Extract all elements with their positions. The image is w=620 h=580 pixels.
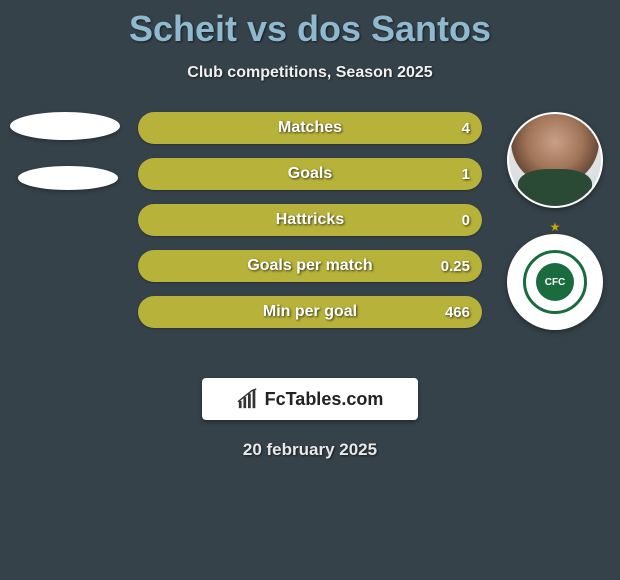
page-title: Scheit vs dos Santos [0, 0, 620, 50]
stat-bar-label: Goals [138, 158, 482, 190]
left-club-placeholder [18, 166, 118, 190]
logo-text: FcTables.com [265, 389, 384, 410]
left-player-placeholder [10, 112, 120, 140]
stat-bar-label: Hattricks [138, 204, 482, 236]
stat-bar-row: Matches4 [138, 112, 482, 144]
club-initials: CFC [536, 263, 574, 301]
bar-chart-icon [237, 388, 259, 410]
right-player-column: ★ CFC [490, 112, 620, 330]
stat-bar-label: Matches [138, 112, 482, 144]
stat-bar-right-value: 466 [445, 296, 470, 328]
stat-bar-row: Goals1 [138, 158, 482, 190]
stat-bar-right-value: 0 [462, 204, 470, 236]
stat-bar-right-value: 4 [462, 112, 470, 144]
stat-bar-label: Min per goal [138, 296, 482, 328]
source-logo: FcTables.com [202, 378, 418, 420]
stat-bars: Matches4Goals1Hattricks0Goals per match0… [138, 112, 482, 342]
right-club-badge: ★ CFC [507, 234, 603, 330]
comparison-content: ★ CFC Matches4 Goals1 Hattricks0 Goals per … [0, 112, 620, 372]
left-player-column [0, 112, 130, 216]
right-player-avatar [507, 112, 603, 208]
stat-bar-row: Hattricks0 [138, 204, 482, 236]
stat-bar-row: Min per goal466 [138, 296, 482, 328]
star-icon: ★ [550, 220, 561, 234]
stat-bar-right-value: 0.25 [441, 250, 470, 282]
stat-bar-label: Goals per match [138, 250, 482, 282]
page-subtitle: Club competitions, Season 2025 [0, 64, 620, 82]
stat-bar-right-value: 1 [462, 158, 470, 190]
report-date: 20 february 2025 [0, 440, 620, 460]
stat-bar-row: Goals per match0.25 [138, 250, 482, 282]
